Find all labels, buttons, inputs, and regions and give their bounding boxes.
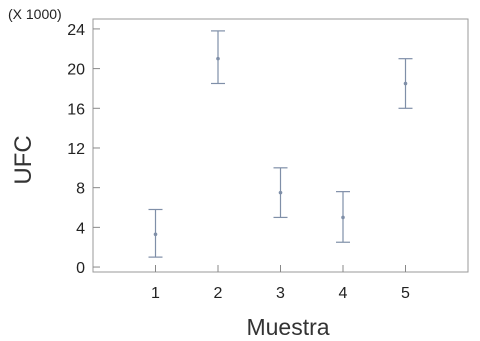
mean-point — [403, 81, 408, 86]
x-tick-label: 5 — [401, 285, 410, 302]
mean-point — [216, 56, 220, 61]
y-tick-label: 20 — [67, 62, 85, 79]
mean-point — [153, 232, 158, 237]
x-axis-ticks: 1 2 3 4 5 — [151, 265, 410, 302]
mean-point — [278, 190, 283, 195]
x-tick-label: 4 — [339, 285, 348, 302]
y-tick-label: 0 — [76, 260, 85, 277]
y-axis-ticks: 0 4 8 12 16 20 24 — [67, 22, 100, 277]
y-axis-multiplier: (X 1000) — [8, 6, 62, 22]
x-tick-label: 1 — [151, 285, 160, 302]
x-axis-label: Muestra — [246, 314, 330, 340]
x-tick-label: 2 — [214, 285, 223, 302]
y-tick-label: 24 — [67, 22, 85, 39]
y-axis-label: UFC — [10, 135, 37, 185]
y-tick-label: 12 — [67, 141, 85, 158]
plot-frame — [92, 18, 469, 273]
mean-point — [341, 215, 345, 220]
error-bars — [148, 30, 413, 258]
x-tick-label: 3 — [276, 285, 285, 302]
y-tick-label: 16 — [67, 101, 85, 118]
y-tick-label: 4 — [76, 220, 85, 237]
y-tick-label: 8 — [76, 181, 85, 198]
